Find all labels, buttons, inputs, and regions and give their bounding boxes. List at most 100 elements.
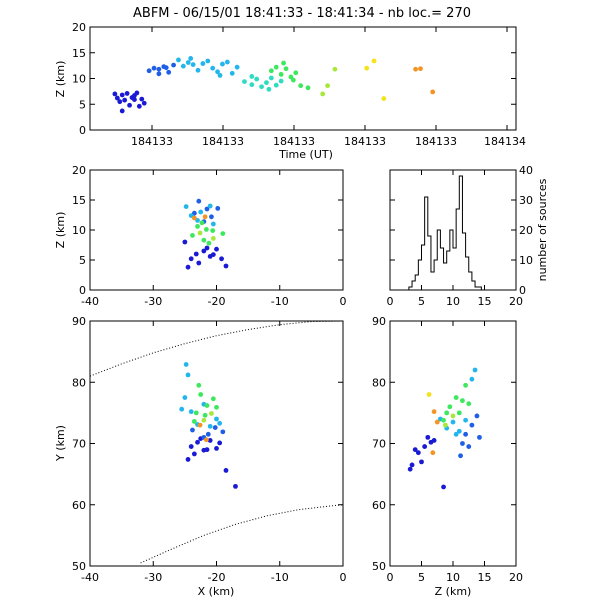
source-point — [305, 85, 311, 91]
source-point — [204, 206, 210, 212]
source-point — [204, 403, 210, 408]
source-point — [196, 198, 202, 204]
source-point — [325, 83, 330, 89]
source-point — [290, 77, 296, 83]
source-point — [191, 215, 197, 221]
source-point — [220, 429, 226, 435]
x-tick-label: 0 — [387, 571, 394, 584]
source-point — [233, 483, 238, 489]
source-point — [201, 417, 207, 423]
source-point — [127, 102, 132, 108]
source-point — [196, 382, 202, 388]
y-tick-label: 0 — [79, 124, 86, 137]
source-point — [412, 447, 418, 453]
source-point — [249, 74, 255, 79]
source-point — [183, 204, 189, 210]
source-point — [146, 68, 152, 74]
y-tick-label: 10 — [72, 73, 86, 86]
yz-panel-xlabel: Z (km) — [435, 585, 472, 598]
source-point — [195, 439, 200, 445]
source-point — [196, 260, 202, 266]
plan-view-frame — [89, 320, 344, 567]
source-point — [190, 427, 195, 433]
time-panel-ylabel: Z (km) — [54, 61, 67, 98]
source-point — [371, 58, 377, 64]
source-point — [364, 65, 370, 71]
source-point — [179, 406, 185, 412]
y-tick-label: 50 — [72, 560, 86, 573]
source-point — [212, 425, 218, 430]
source-point — [209, 411, 214, 416]
plan-view-xlabel: X (km) — [198, 585, 235, 598]
source-point — [204, 447, 210, 453]
histogram-ylabel: number of sources — [536, 178, 549, 281]
source-point — [119, 108, 125, 114]
source-point — [195, 67, 201, 73]
source-point — [119, 92, 125, 98]
source-point — [202, 214, 208, 220]
x-tick-label: 10 — [446, 295, 460, 308]
source-point — [443, 422, 448, 428]
source-point — [132, 97, 137, 103]
source-point — [182, 395, 188, 400]
source-point — [199, 220, 205, 226]
source-point — [450, 419, 456, 425]
source-point — [419, 459, 424, 465]
time-height-frame — [89, 26, 517, 131]
source-point — [139, 96, 145, 102]
source-point — [477, 434, 482, 440]
source-point — [210, 228, 216, 234]
source-point — [210, 65, 216, 71]
source-point — [219, 256, 224, 262]
x-tick-label: -10 — [271, 571, 289, 584]
source-point — [214, 446, 219, 451]
source-point — [431, 409, 437, 415]
x-tick-label: -20 — [208, 571, 226, 584]
source-point — [469, 422, 475, 428]
source-point — [190, 233, 195, 238]
xz-frame — [89, 169, 344, 291]
source-point — [176, 57, 181, 63]
source-point — [114, 95, 120, 101]
y-tick-label: 10 — [72, 224, 86, 237]
source-point — [456, 410, 462, 416]
source-point — [425, 434, 431, 440]
x-tick-label: 0 — [387, 295, 394, 308]
time-axis-label: Time (UT) — [278, 148, 333, 161]
yz-frame — [389, 320, 517, 567]
x-tick-label: 184133 — [131, 135, 173, 148]
source-point — [224, 59, 230, 65]
source-point — [191, 419, 197, 424]
source-point — [166, 69, 172, 75]
source-point — [207, 438, 213, 443]
source-point — [463, 417, 468, 423]
source-point — [407, 466, 413, 472]
source-point — [434, 419, 440, 425]
source-point — [466, 444, 472, 449]
x-tick-label: 184133 — [344, 135, 386, 148]
source-point — [193, 251, 199, 257]
source-point — [229, 70, 235, 76]
source-point — [332, 66, 338, 72]
source-point — [156, 71, 162, 77]
x-tick-label: -10 — [271, 295, 289, 308]
y-tick-label: 40 — [519, 164, 533, 177]
source-point — [320, 91, 326, 97]
source-point — [190, 62, 196, 67]
source-point — [474, 413, 480, 419]
source-point — [156, 66, 162, 72]
source-point — [124, 91, 130, 96]
source-point — [151, 65, 157, 71]
source-point — [210, 252, 216, 257]
source-point — [466, 401, 472, 407]
source-point — [200, 61, 206, 66]
source-point — [453, 431, 459, 437]
source-point — [426, 392, 432, 397]
x-tick-label: 15 — [478, 571, 492, 584]
x-tick-label: 20 — [509, 571, 523, 584]
source-point — [220, 61, 225, 67]
y-tick-label: 0 — [79, 284, 86, 297]
source-point — [163, 65, 169, 71]
y-tick-label: 5 — [79, 254, 86, 267]
